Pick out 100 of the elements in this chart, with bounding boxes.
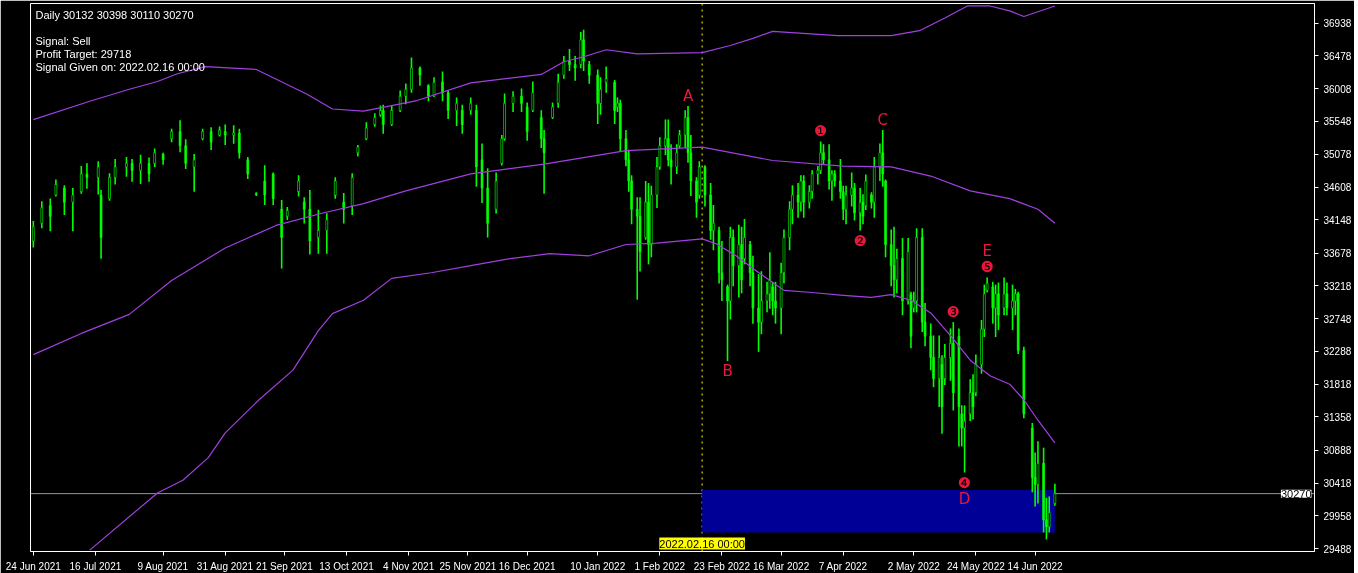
y-tick-label: 35078 bbox=[1323, 149, 1352, 161]
y-tick-label: 36008 bbox=[1323, 83, 1352, 95]
x-tick-label: 14 Jun 2022 bbox=[1007, 560, 1064, 572]
candlestick bbox=[80, 166, 83, 194]
y-tick-label: 33218 bbox=[1323, 280, 1352, 292]
y-tick-label: 32748 bbox=[1323, 313, 1352, 325]
annotation: ❹ bbox=[957, 473, 972, 492]
candlestick bbox=[511, 91, 515, 112]
annotation: E bbox=[982, 242, 992, 261]
candlestick bbox=[297, 175, 300, 197]
y-tick-label: 35548 bbox=[1323, 116, 1352, 128]
candlestick bbox=[317, 209, 320, 254]
candlestick bbox=[587, 60, 591, 84]
candlestick bbox=[844, 185, 848, 225]
x-tick-label: 23 Feb 2022 bbox=[693, 560, 751, 572]
candlestick bbox=[647, 183, 650, 265]
candlestick bbox=[1053, 483, 1057, 506]
annotation: B bbox=[722, 362, 733, 381]
y-tick-label: 32288 bbox=[1323, 346, 1352, 358]
candlestick bbox=[170, 128, 173, 143]
x-tick-label: 16 Dec 2021 bbox=[498, 560, 556, 572]
candlestick bbox=[113, 159, 117, 185]
candlestick bbox=[475, 104, 478, 187]
candlestick bbox=[201, 128, 204, 141]
ref-line-label: 30270 bbox=[1280, 487, 1312, 500]
candlestick bbox=[263, 165, 267, 206]
x-tick-label: 2 May 2022 bbox=[887, 560, 941, 572]
candlestick bbox=[455, 97, 458, 127]
annotation: ❸ bbox=[946, 302, 961, 321]
candlestick bbox=[302, 197, 306, 224]
x-tick-label: 24 May 2022 bbox=[946, 560, 1006, 572]
candlestick bbox=[1011, 284, 1014, 330]
x-tick-label: 16 Mar 2022 bbox=[753, 560, 810, 572]
y-tick-label: 29488 bbox=[1323, 543, 1352, 555]
annotation: ❺ bbox=[980, 258, 994, 277]
candlestick bbox=[333, 177, 337, 199]
candlestick bbox=[1005, 282, 1009, 316]
candlestick bbox=[63, 185, 66, 215]
candlestick bbox=[460, 104, 464, 134]
candlestick bbox=[108, 173, 111, 201]
x-tick-label: 4 Nov 2021 bbox=[383, 560, 435, 572]
annotation: D bbox=[958, 489, 971, 508]
candlestick bbox=[178, 120, 182, 153]
candlestick bbox=[192, 154, 196, 192]
candlestick bbox=[246, 156, 250, 179]
candlestick bbox=[619, 99, 622, 152]
candlestick bbox=[125, 156, 128, 177]
candlestick bbox=[238, 128, 241, 159]
candlestick bbox=[381, 104, 385, 134]
candlestick bbox=[48, 198, 52, 232]
candlestick bbox=[232, 125, 235, 144]
x-tick-label: 25 Nov 2021 bbox=[439, 560, 497, 572]
candlestick bbox=[556, 73, 560, 108]
candlestick bbox=[1036, 441, 1040, 504]
candlestick bbox=[892, 226, 896, 298]
y-tick-label: 31358 bbox=[1323, 411, 1352, 423]
candlestick bbox=[147, 157, 151, 182]
y-tick-label: 36478 bbox=[1323, 50, 1352, 62]
x-tick-label: 1 Feb 2022 bbox=[634, 560, 686, 572]
candlestick bbox=[85, 163, 89, 189]
annotation: A bbox=[682, 86, 694, 105]
candlestick bbox=[71, 187, 75, 232]
candlestick bbox=[398, 90, 402, 112]
candlestick bbox=[446, 90, 450, 119]
candlestick bbox=[40, 201, 44, 229]
y-tick-label: 31818 bbox=[1323, 379, 1352, 391]
x-tick-label: 24 Jun 2021 bbox=[5, 560, 62, 572]
candlestick bbox=[568, 48, 571, 71]
candlestick bbox=[963, 405, 966, 473]
candlestick bbox=[153, 148, 156, 167]
candlestick bbox=[432, 77, 436, 98]
candlestick bbox=[218, 126, 221, 137]
candlestick bbox=[604, 66, 608, 93]
candlestick bbox=[994, 284, 997, 338]
x-tick-label: 31 Aug 2021 bbox=[196, 560, 254, 572]
candlestick bbox=[486, 168, 489, 238]
candlestick bbox=[596, 69, 600, 124]
candlestick bbox=[952, 322, 955, 411]
x-tick-label: 21 Sep 2021 bbox=[256, 560, 314, 572]
x-tick-label: 10 Jan 2022 bbox=[570, 560, 626, 572]
candlestick bbox=[774, 281, 777, 324]
candlestick bbox=[209, 127, 213, 151]
candlestick bbox=[130, 159, 134, 182]
candlestick bbox=[390, 106, 393, 127]
annotation: ❷ bbox=[853, 231, 867, 250]
x-tick-label: 16 Jul 2021 bbox=[69, 560, 122, 572]
candlestick bbox=[223, 124, 227, 146]
x-tick-label: 7 Apr 2022 bbox=[818, 560, 868, 572]
candlestick bbox=[342, 192, 346, 224]
candlestick bbox=[254, 192, 258, 196]
annotation: Signal Given on: 2022.02.16 00:00 bbox=[35, 60, 205, 73]
annotation: Profit Target: 29718 bbox=[35, 47, 132, 60]
candlestick bbox=[915, 228, 918, 313]
candlestick bbox=[551, 102, 554, 119]
candlestick bbox=[520, 88, 523, 112]
candlestick bbox=[441, 71, 444, 102]
candlestick bbox=[280, 199, 283, 269]
x-tick-label: 9 Aug 2021 bbox=[137, 560, 189, 572]
candlestick bbox=[737, 224, 741, 298]
candlestick bbox=[901, 238, 904, 316]
